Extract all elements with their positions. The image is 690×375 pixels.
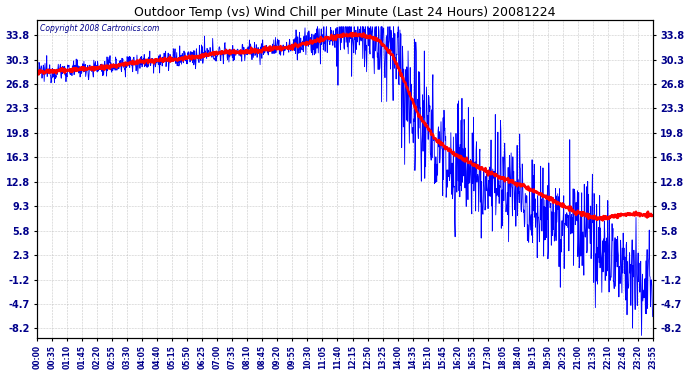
- Text: Copyright 2008 Cartronics.com: Copyright 2008 Cartronics.com: [41, 24, 160, 33]
- Title: Outdoor Temp (vs) Wind Chill per Minute (Last 24 Hours) 20081224: Outdoor Temp (vs) Wind Chill per Minute …: [135, 6, 555, 18]
